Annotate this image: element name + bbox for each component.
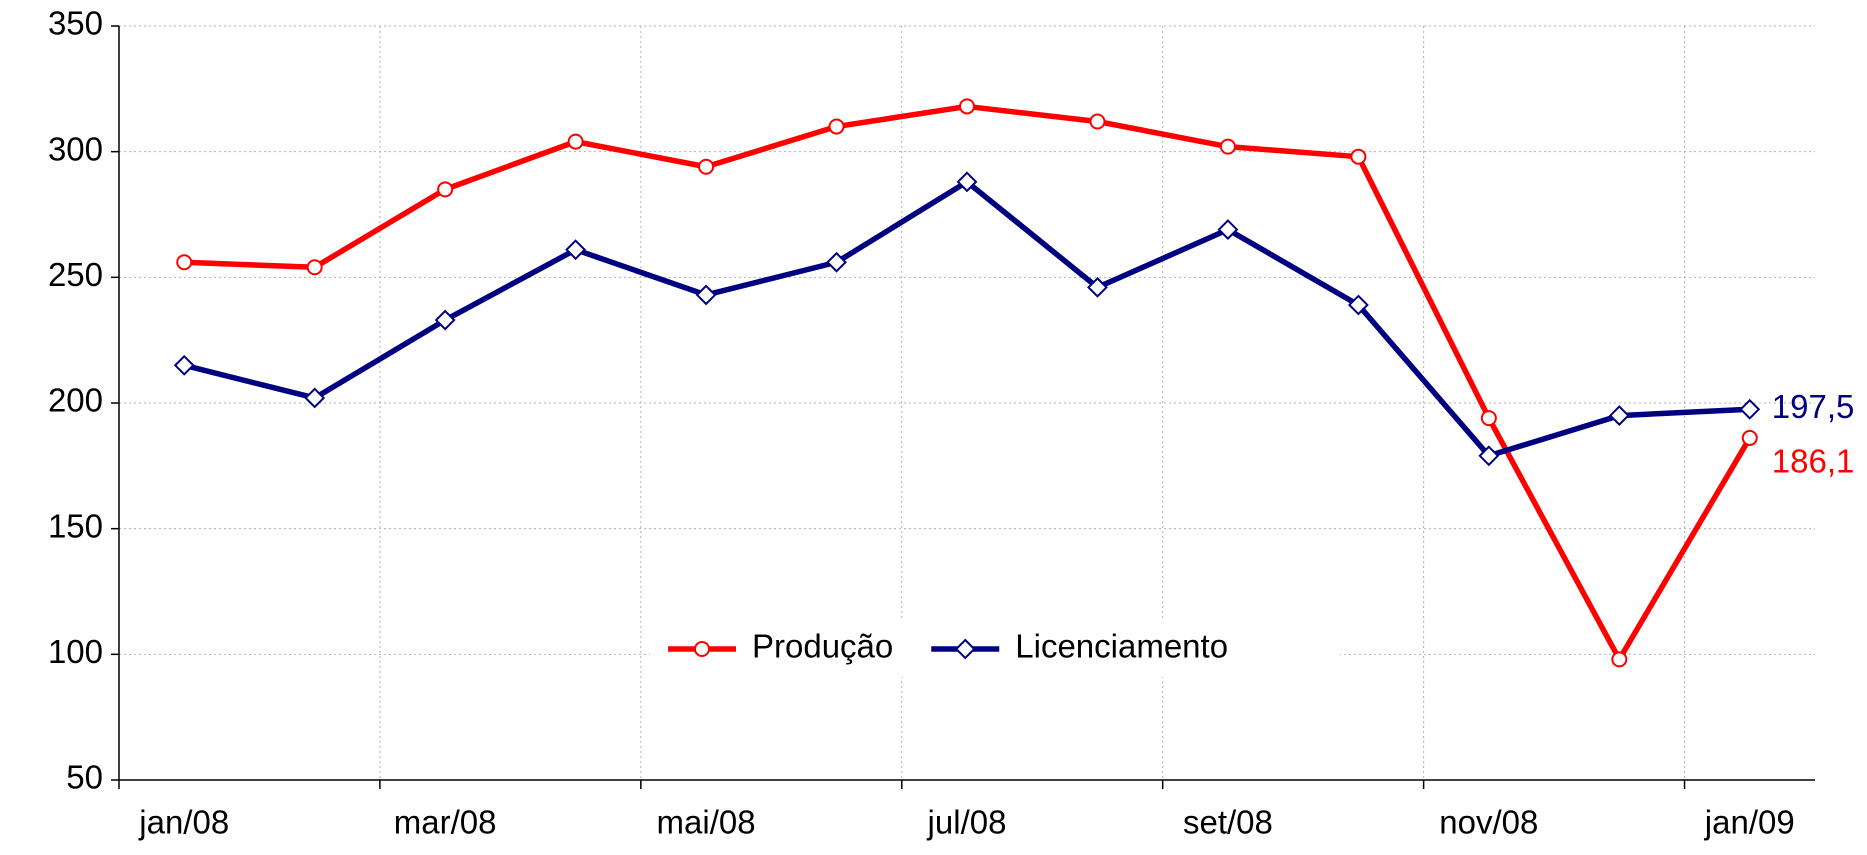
legend-label: Licenciamento (1015, 628, 1228, 665)
x-tick-label: mar/08 (394, 804, 497, 841)
legend-marker (694, 641, 710, 657)
data-point (306, 259, 323, 276)
data-point (304, 387, 326, 409)
x-tick-label: nov/08 (1439, 804, 1538, 841)
data-point (1480, 410, 1497, 427)
data-point (1350, 148, 1367, 165)
x-tick-label: jan/08 (138, 804, 229, 841)
y-tick-label: 250 (48, 256, 103, 293)
x-tick-label: jul/08 (927, 804, 1007, 841)
data-point (434, 309, 456, 331)
x-tick-label: mai/08 (657, 804, 756, 841)
data-point (1217, 219, 1239, 240)
data-point (567, 133, 584, 150)
legend-label: Produção (752, 628, 893, 665)
data-label: 197,5 (1772, 388, 1855, 425)
data-point (1608, 405, 1630, 426)
data-point (826, 251, 847, 273)
data-point (1741, 429, 1758, 446)
data-point (437, 181, 454, 198)
x-tick-label: set/08 (1183, 804, 1273, 841)
data-point (1087, 276, 1108, 298)
x-tick-label: jan/09 (1704, 804, 1795, 841)
data-point (956, 171, 978, 193)
data-point (1611, 651, 1628, 668)
data-point (1089, 113, 1106, 130)
data-point (695, 284, 717, 306)
data-point (959, 98, 975, 115)
data-point (176, 254, 193, 271)
legend: Produção Licenciamento (650, 621, 1340, 677)
y-tick-label: 150 (48, 507, 103, 544)
data-point (828, 118, 845, 135)
data-point (173, 354, 195, 376)
y-tick-label: 200 (48, 382, 103, 419)
data-point (565, 239, 587, 261)
data-point (1739, 398, 1761, 420)
data-label: 186,1 (1772, 443, 1855, 480)
legend-marker (954, 638, 976, 660)
y-tick-label: 50 (66, 759, 103, 796)
y-tick-label: 350 (48, 5, 103, 42)
y-tick-label: 300 (48, 130, 103, 167)
data-point (698, 158, 715, 175)
data-point (1478, 445, 1500, 467)
y-tick-label: 100 (48, 633, 103, 670)
data-point (1219, 138, 1236, 155)
data-point (1347, 294, 1369, 316)
series-line (183, 179, 1750, 459)
